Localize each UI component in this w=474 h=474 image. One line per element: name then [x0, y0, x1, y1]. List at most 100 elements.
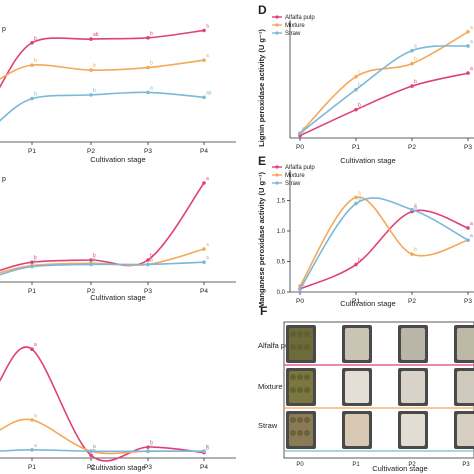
xlabel-f: Cultivation stage: [372, 464, 427, 473]
significance-letter: b: [150, 444, 153, 450]
significance-letter: a: [150, 85, 153, 91]
x-tick-label: P3: [464, 144, 472, 151]
x-tick-label: P4: [200, 288, 208, 295]
data-point: [202, 181, 206, 185]
significance-letter: a: [206, 255, 209, 261]
series-line-alfalfa-pulp: [0, 29, 205, 89]
panel-letter-f: F: [260, 304, 267, 318]
data-point: [354, 74, 358, 79]
significance-letter: a: [93, 444, 96, 450]
photo-cup-substrate: [345, 414, 369, 446]
data-point: [89, 258, 93, 262]
data-point: [466, 44, 470, 48]
x-axis-title: Cultivation stage: [90, 293, 145, 302]
significance-letter: c: [358, 70, 361, 76]
photo-texture: [297, 387, 303, 393]
data-point: [354, 201, 358, 206]
significance-letter: c: [302, 282, 305, 288]
significance-letter: a: [414, 203, 417, 209]
legend-label: Straw: [285, 181, 301, 187]
significance-letter: ab: [93, 32, 99, 38]
ylabel-e: Manganese peroxidase activity (U g⁻¹): [257, 171, 266, 308]
photo-texture: [304, 344, 310, 350]
x-tick-label: P2: [87, 288, 95, 295]
x-tick-label: P0: [296, 144, 304, 151]
significance-letter: c: [34, 259, 37, 265]
significance-letter: b: [34, 36, 37, 42]
series-line-mixture: [299, 31, 469, 134]
data-point: [354, 87, 358, 92]
x-tick-label: P1: [352, 298, 360, 305]
x-tick-label: P4: [200, 464, 208, 471]
significance-letter: b: [34, 260, 37, 266]
data-point: [146, 90, 150, 95]
series-line-alfalfa-pulp: [0, 346, 205, 462]
data-point: [298, 131, 302, 136]
significance-letter: b: [93, 253, 96, 259]
photo-texture: [290, 417, 296, 423]
data-point: [466, 71, 470, 75]
legend-marker: [275, 165, 279, 169]
data-point: [30, 264, 34, 269]
ylabel-d: Lignin peroxidase activity (U g⁻¹): [257, 29, 266, 147]
significance-letter: a: [470, 233, 473, 239]
data-point: [202, 95, 206, 100]
data-point: [30, 41, 34, 45]
significance-letter: a: [206, 444, 209, 450]
photo-texture: [290, 331, 296, 337]
photo-cup-substrate: [401, 328, 425, 360]
significance-letter: b: [93, 444, 96, 450]
photo-texture: [290, 387, 296, 393]
significance-letter: b: [206, 446, 209, 452]
data-point: [410, 252, 414, 256]
data-point: [466, 238, 470, 242]
data-point: [410, 207, 414, 212]
significance-letter: a: [206, 242, 209, 248]
significance-letter: a: [470, 39, 473, 45]
x-tick-label: P2: [87, 464, 95, 471]
x-tick-label: P4: [200, 148, 208, 155]
data-point: [146, 449, 150, 454]
photo-texture: [297, 344, 303, 350]
x-tick-label: P3: [144, 148, 152, 155]
left-legend-fragment-a: p: [2, 26, 6, 33]
significance-letter: b: [150, 253, 153, 259]
chart-4: P0 P1 P2 P3 Cultivation stage 0.0 0.5 1.0 1.5 c b a…: [272, 165, 474, 308]
photo-cup-substrate: [401, 371, 425, 403]
significance-letter: c: [302, 126, 305, 132]
significance-letter: ab: [206, 90, 212, 96]
series-line-straw: [0, 261, 205, 276]
photo-cup-substrate: [457, 414, 474, 446]
data-point: [89, 68, 93, 72]
x-tick-label: P2: [408, 298, 416, 305]
significance-letter: a: [470, 66, 473, 72]
photo-cup-substrate: [401, 414, 425, 446]
legend-label: Straw: [285, 31, 301, 37]
photo-row-label-straw: Straw: [258, 421, 278, 430]
legend: Alfalfa pulp Mixture Straw: [272, 165, 315, 187]
significance-letter: a: [150, 444, 153, 450]
significance-letter: b: [358, 83, 361, 89]
series-line-alfalfa-pulp: [0, 182, 205, 272]
significance-letter: a: [150, 257, 153, 263]
photo-cup-substrate: [457, 328, 474, 360]
data-point: [89, 93, 93, 97]
legend-label: Mixture: [285, 173, 305, 179]
x-tick-label: P3: [464, 298, 472, 305]
data-point: [466, 30, 470, 34]
significance-letter: a: [470, 221, 473, 227]
significance-letter: b: [34, 255, 37, 261]
data-point: [298, 287, 302, 291]
data-point: [146, 445, 150, 449]
photo-panel-frame: [283, 321, 474, 459]
legend-label: Alfalfa pulp: [285, 15, 315, 21]
data-point: [146, 36, 150, 40]
legend: Alfalfa pulp Mixture Straw: [272, 15, 315, 37]
x-tick-label: P3: [144, 464, 152, 471]
y-tick-label: 0.5: [277, 260, 286, 266]
legend-marker: [275, 23, 279, 27]
data-point: [30, 418, 34, 422]
y-tick-label: 1.0: [277, 229, 286, 235]
significance-letter: a: [358, 190, 361, 196]
